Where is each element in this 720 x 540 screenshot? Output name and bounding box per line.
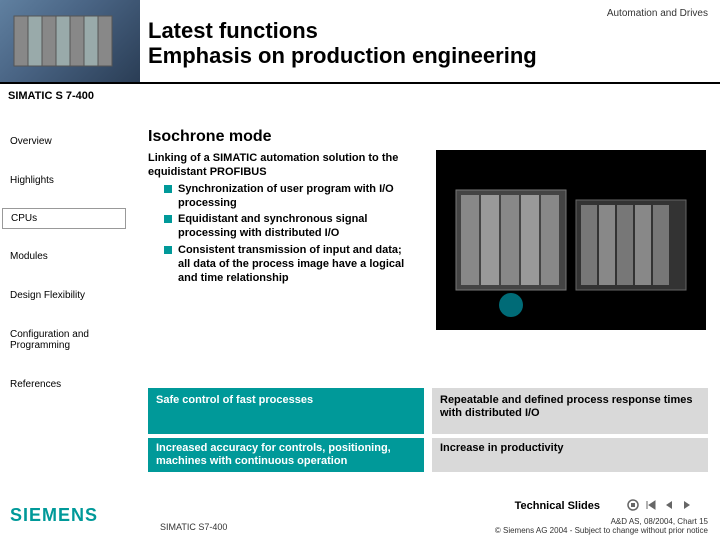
benefit-box: Increased accuracy for controls, positio… — [148, 438, 424, 472]
bullet-marker-icon — [164, 246, 172, 254]
footer-product-label: SIMATIC S7-400 — [160, 522, 227, 532]
benefit-box: Increase in productivity — [432, 438, 708, 472]
nav-next-icon[interactable] — [680, 498, 694, 512]
sidebar-item-highlights[interactable]: Highlights — [0, 169, 130, 192]
bullet-text: Synchronization of user program with I/O… — [178, 182, 408, 211]
section-subtitle: Isochrone mode — [148, 128, 710, 146]
sidebar-item-references[interactable]: References — [0, 373, 130, 396]
product-photo — [436, 150, 706, 330]
nav-first-icon[interactable] — [644, 498, 658, 512]
product-label: SIMATIC S 7-400 — [8, 90, 94, 102]
bullet-text: Consistent transmission of input and dat… — [178, 243, 408, 286]
nav-prev-icon[interactable] — [662, 498, 676, 512]
footer-chart-info: A&D AS, 08/2004, Chart 15 — [611, 517, 708, 526]
box-row: Safe control of fast processes Repeatabl… — [148, 388, 708, 434]
benefit-box: Safe control of fast processes — [148, 388, 424, 434]
bullet-text: Equidistant and synchronous signal proce… — [178, 212, 408, 241]
sidebar-nav: Overview Highlights CPUs Modules Design … — [0, 130, 130, 412]
sidebar-item-modules[interactable]: Modules — [0, 245, 130, 268]
sidebar-item-overview[interactable]: Overview — [0, 130, 130, 153]
footer-legal: © Siemens AG 2004 - Subject to change wi… — [495, 526, 708, 535]
technical-slides-label: Technical Slides — [515, 500, 600, 512]
benefit-box: Repeatable and defined process response … — [432, 388, 708, 434]
box-row: Increased accuracy for controls, positio… — [148, 438, 708, 472]
header-divider — [0, 82, 720, 84]
sidebar-item-design[interactable]: Design Flexibility — [0, 284, 130, 307]
nav-controls — [626, 498, 694, 512]
benefit-boxes: Safe control of fast processes Repeatabl… — [148, 388, 708, 476]
title-line2: Emphasis on production engineering — [148, 43, 537, 68]
bullet-marker-icon — [164, 215, 172, 223]
siemens-logo: SIEMENS — [10, 505, 98, 526]
page-title: Latest functions Emphasis on production … — [148, 18, 537, 69]
sidebar-item-cpus[interactable]: CPUs — [2, 208, 126, 229]
intro-text: Linking of a SIMATIC automation solution… — [148, 152, 428, 180]
footer-copyright: A&D AS, 08/2004, Chart 15 © Siemens AG 2… — [495, 518, 708, 536]
header-product-image — [0, 0, 140, 82]
sidebar-item-config[interactable]: Configuration and Programming — [0, 323, 130, 357]
title-line1: Latest functions — [148, 18, 318, 43]
department-label: Automation and Drives — [607, 8, 708, 19]
nav-stop-icon[interactable] — [626, 498, 640, 512]
bullet-marker-icon — [164, 185, 172, 193]
